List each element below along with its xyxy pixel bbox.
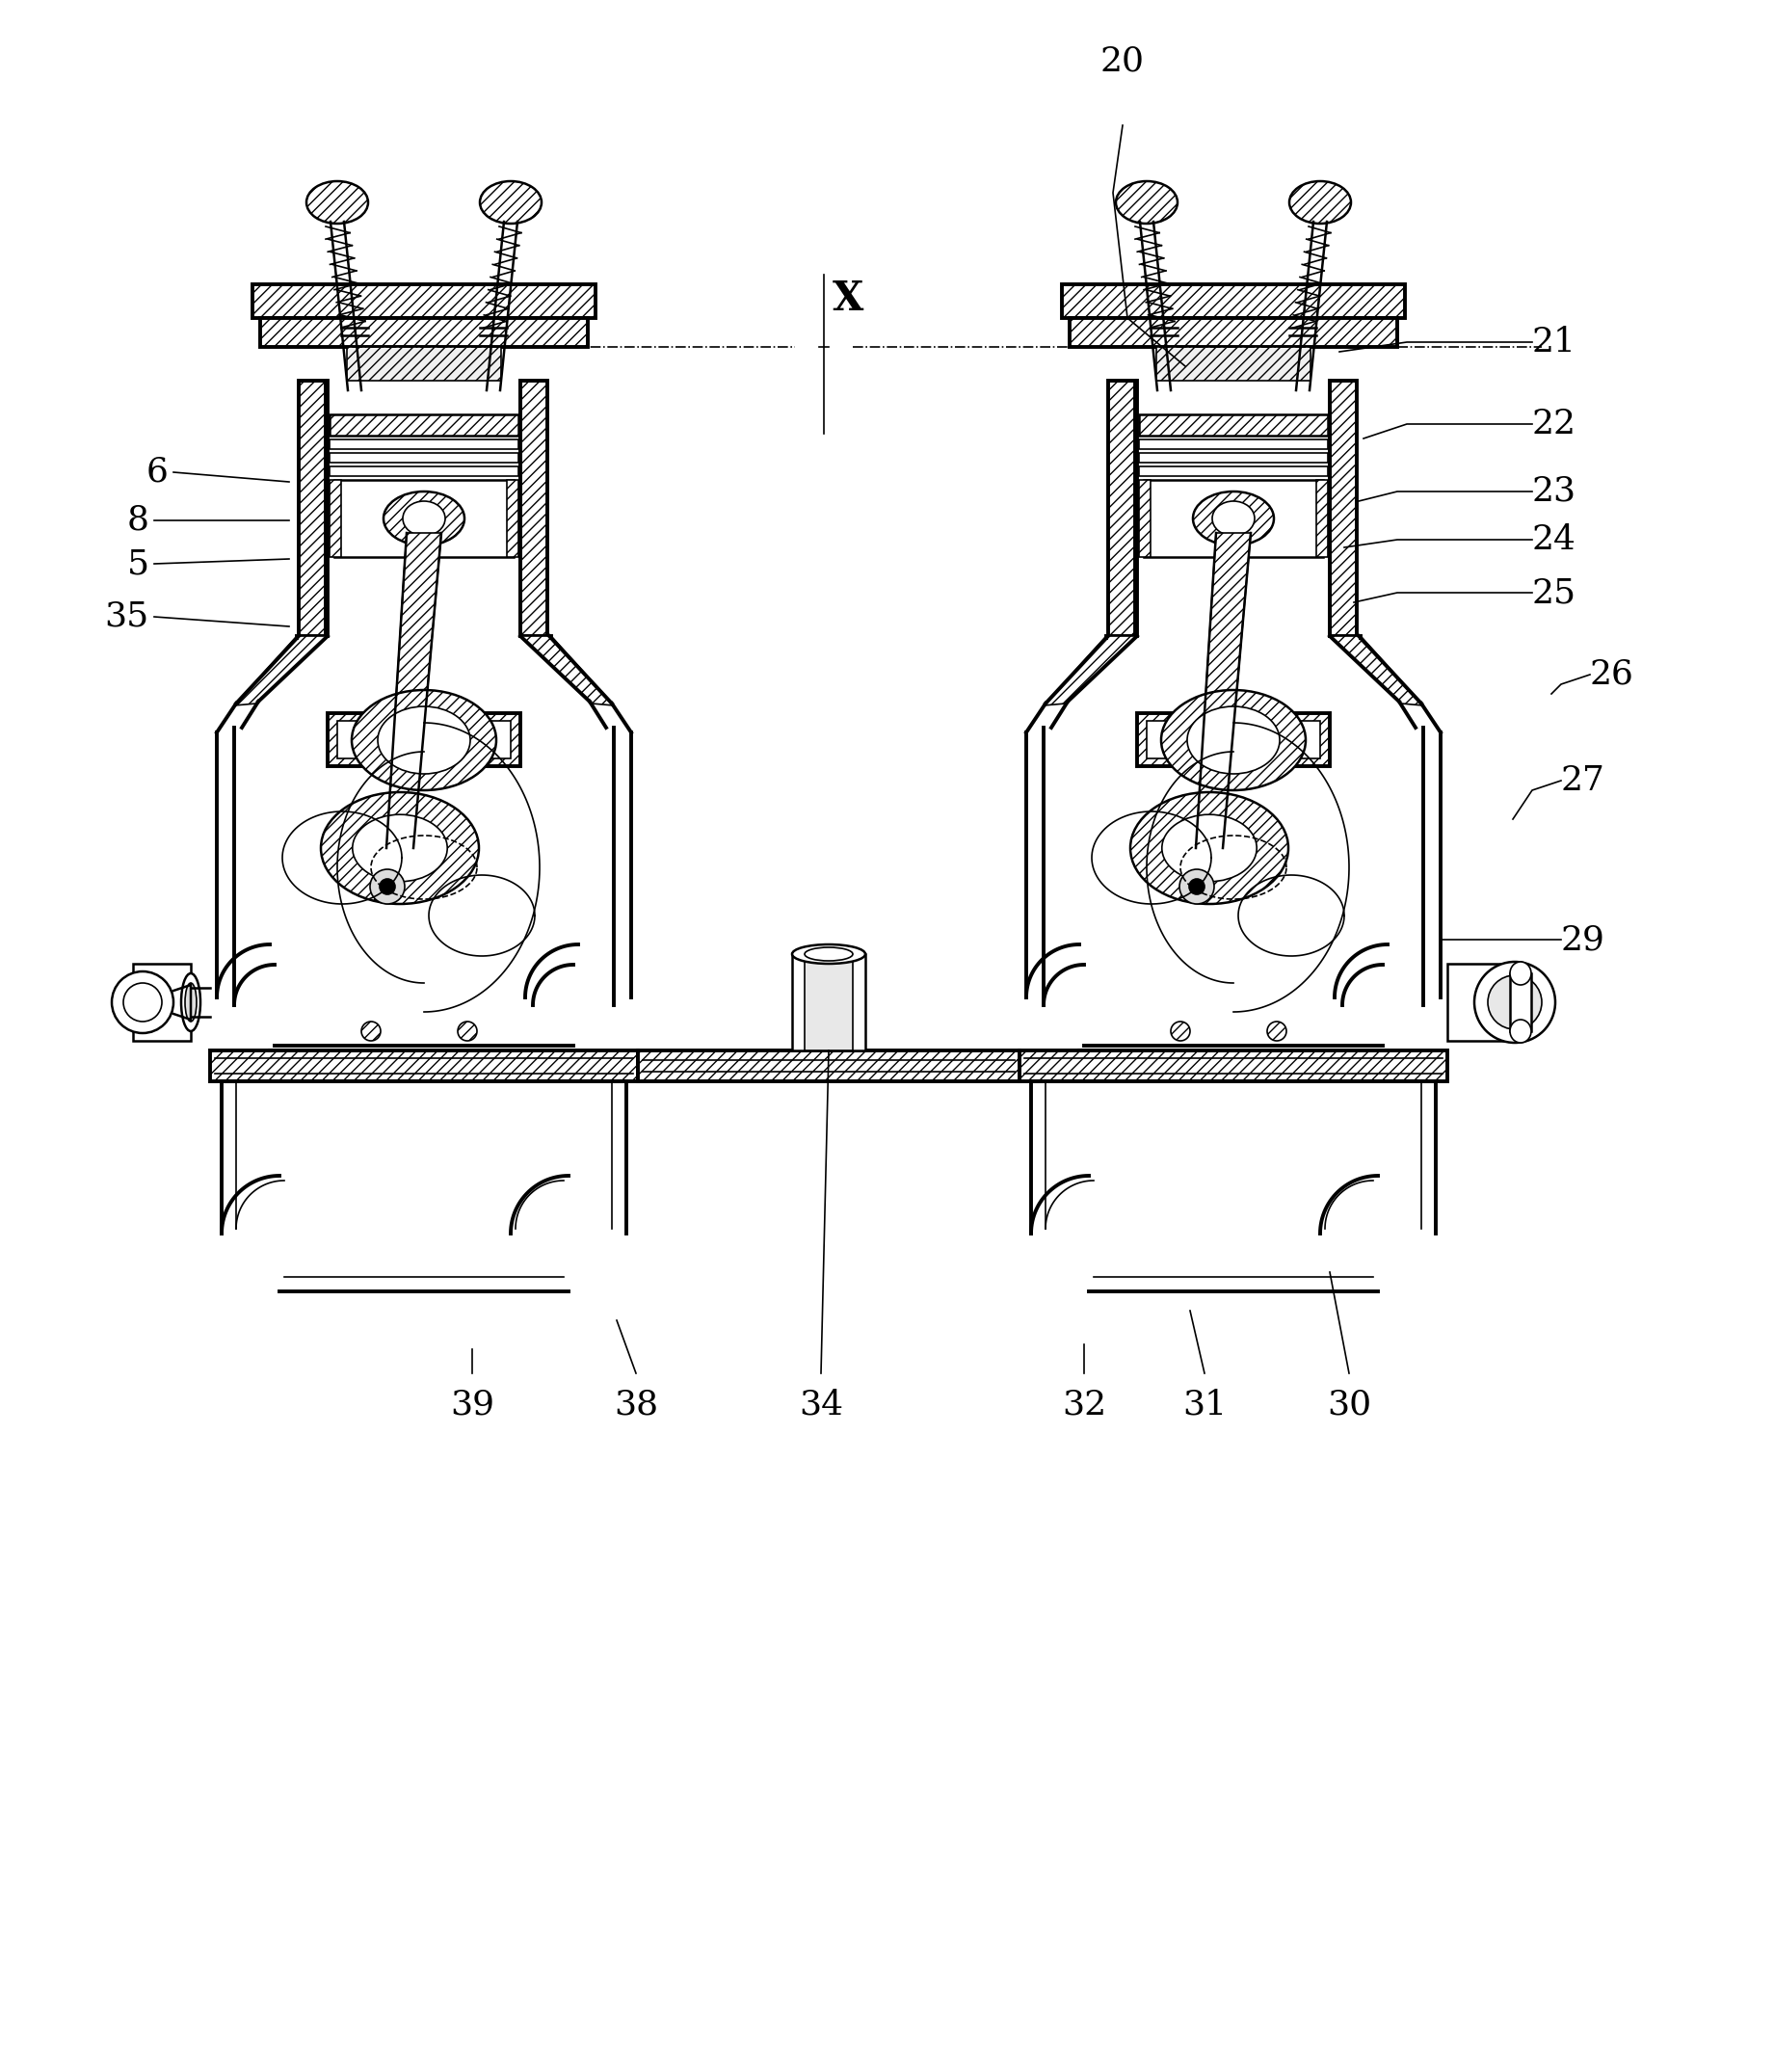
Ellipse shape	[1212, 501, 1254, 537]
Text: 39: 39	[451, 1388, 495, 1421]
Bar	[334, 481, 514, 557]
Text: 23: 23	[1533, 474, 1577, 508]
Bar	[252, 284, 596, 317]
Bar	[1070, 317, 1398, 346]
Ellipse shape	[1290, 180, 1352, 224]
Circle shape	[371, 870, 404, 903]
Ellipse shape	[307, 180, 367, 224]
Bar	[330, 414, 518, 435]
Text: 24: 24	[1533, 524, 1577, 555]
Bar	[805, 953, 853, 1051]
Ellipse shape	[481, 180, 541, 224]
Text: 27: 27	[1561, 765, 1605, 798]
Polygon shape	[1196, 533, 1251, 847]
Circle shape	[1488, 976, 1542, 1030]
Text: 31: 31	[1181, 1388, 1228, 1421]
Bar	[791, 953, 866, 1051]
Bar	[133, 963, 192, 1040]
Ellipse shape	[383, 491, 465, 545]
Ellipse shape	[805, 947, 853, 961]
Bar	[1139, 466, 1329, 477]
Polygon shape	[1043, 636, 1137, 704]
Text: 21: 21	[1533, 325, 1577, 358]
Circle shape	[362, 1021, 381, 1040]
Text: 6: 6	[147, 456, 169, 489]
Bar	[1020, 1051, 1448, 1082]
Bar	[520, 381, 548, 636]
Text: 8: 8	[128, 503, 149, 537]
Ellipse shape	[1510, 961, 1531, 984]
Ellipse shape	[353, 814, 447, 881]
Text: 25: 25	[1533, 576, 1577, 609]
Bar	[330, 454, 518, 462]
Bar	[1316, 481, 1329, 557]
Text: 30: 30	[1327, 1388, 1371, 1421]
Ellipse shape	[1187, 707, 1279, 773]
Bar	[1448, 963, 1510, 1040]
Bar	[330, 439, 518, 450]
Ellipse shape	[403, 501, 445, 537]
Ellipse shape	[1130, 792, 1288, 903]
Bar	[337, 721, 511, 758]
Circle shape	[1180, 870, 1213, 903]
Text: 35: 35	[105, 601, 149, 634]
Text: 26: 26	[1590, 659, 1634, 690]
Ellipse shape	[378, 707, 470, 773]
Polygon shape	[1330, 636, 1423, 704]
Ellipse shape	[112, 972, 174, 1034]
Ellipse shape	[1162, 690, 1306, 789]
Bar	[330, 481, 341, 557]
Ellipse shape	[321, 792, 479, 903]
Bar	[1510, 974, 1531, 1032]
Bar	[1139, 414, 1329, 435]
Bar	[348, 346, 500, 381]
Text: 29: 29	[1561, 924, 1605, 955]
Bar	[328, 713, 520, 767]
Bar	[1139, 454, 1329, 462]
Bar	[507, 481, 518, 557]
Text: X: X	[832, 278, 864, 319]
Bar	[1063, 284, 1405, 317]
Ellipse shape	[1192, 491, 1274, 545]
Text: 22: 22	[1533, 408, 1577, 441]
Bar	[1330, 381, 1357, 636]
Bar	[1144, 481, 1323, 557]
Polygon shape	[234, 636, 328, 704]
Ellipse shape	[1510, 1019, 1531, 1042]
Bar	[1146, 721, 1320, 758]
Bar	[1139, 439, 1329, 450]
Text: 38: 38	[614, 1388, 658, 1421]
Ellipse shape	[184, 982, 197, 1021]
Bar	[639, 1051, 1020, 1082]
Bar	[298, 381, 326, 636]
Circle shape	[458, 1021, 477, 1040]
Circle shape	[1267, 1021, 1286, 1040]
Circle shape	[380, 879, 396, 895]
Circle shape	[1171, 1021, 1190, 1040]
Bar	[1109, 381, 1135, 636]
Circle shape	[1189, 879, 1205, 895]
Bar	[330, 466, 518, 477]
Polygon shape	[387, 533, 442, 847]
Bar	[1137, 713, 1330, 767]
Ellipse shape	[124, 982, 161, 1021]
Bar	[209, 1051, 639, 1082]
Ellipse shape	[791, 945, 866, 963]
Ellipse shape	[1162, 814, 1256, 881]
Text: 34: 34	[798, 1388, 843, 1421]
Ellipse shape	[351, 690, 497, 789]
Polygon shape	[520, 636, 614, 704]
Bar	[1139, 481, 1151, 557]
Text: 20: 20	[1100, 44, 1144, 77]
Text: 5: 5	[128, 547, 149, 580]
Ellipse shape	[181, 974, 200, 1032]
Bar	[1157, 346, 1311, 381]
Circle shape	[1474, 961, 1556, 1042]
Text: 32: 32	[1063, 1388, 1107, 1421]
Bar	[261, 317, 587, 346]
Ellipse shape	[1116, 180, 1178, 224]
